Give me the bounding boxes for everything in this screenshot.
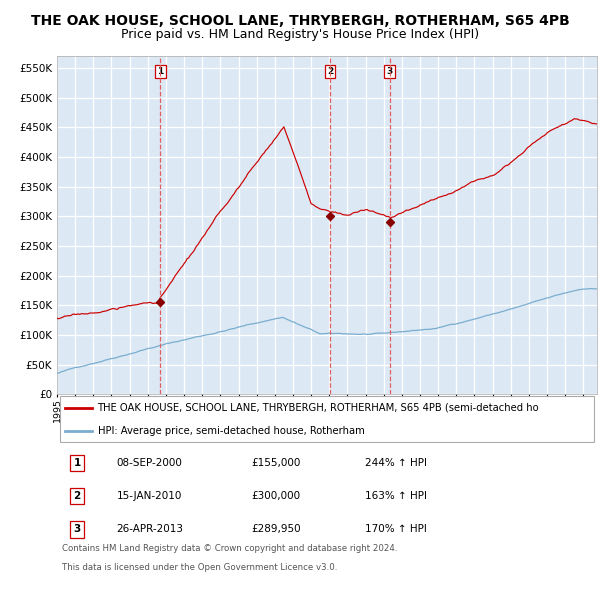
- Text: £300,000: £300,000: [251, 491, 301, 501]
- Text: 163% ↑ HPI: 163% ↑ HPI: [365, 491, 427, 501]
- Text: 3: 3: [386, 67, 392, 76]
- Text: 244% ↑ HPI: 244% ↑ HPI: [365, 458, 427, 468]
- Text: £155,000: £155,000: [251, 458, 301, 468]
- Text: THE OAK HOUSE, SCHOOL LANE, THRYBERGH, ROTHERHAM, S65 4PB: THE OAK HOUSE, SCHOOL LANE, THRYBERGH, R…: [31, 14, 569, 28]
- Text: 3: 3: [73, 525, 80, 535]
- Text: 26-APR-2013: 26-APR-2013: [116, 525, 184, 535]
- Text: 1: 1: [73, 458, 80, 468]
- Text: HPI: Average price, semi-detached house, Rotherham: HPI: Average price, semi-detached house,…: [97, 426, 364, 436]
- Text: 2: 2: [327, 67, 333, 76]
- Text: 15-JAN-2010: 15-JAN-2010: [116, 491, 182, 501]
- Text: 170% ↑ HPI: 170% ↑ HPI: [365, 525, 427, 535]
- Text: This data is licensed under the Open Government Licence v3.0.: This data is licensed under the Open Gov…: [62, 563, 338, 572]
- Text: 1: 1: [157, 67, 163, 76]
- Text: Price paid vs. HM Land Registry's House Price Index (HPI): Price paid vs. HM Land Registry's House …: [121, 28, 479, 41]
- Text: Contains HM Land Registry data © Crown copyright and database right 2024.: Contains HM Land Registry data © Crown c…: [62, 545, 398, 553]
- Text: £289,950: £289,950: [251, 525, 301, 535]
- FancyBboxPatch shape: [60, 396, 594, 442]
- Text: 08-SEP-2000: 08-SEP-2000: [116, 458, 182, 468]
- Text: 2: 2: [73, 491, 80, 501]
- Text: THE OAK HOUSE, SCHOOL LANE, THRYBERGH, ROTHERHAM, S65 4PB (semi-detached ho: THE OAK HOUSE, SCHOOL LANE, THRYBERGH, R…: [97, 403, 539, 413]
